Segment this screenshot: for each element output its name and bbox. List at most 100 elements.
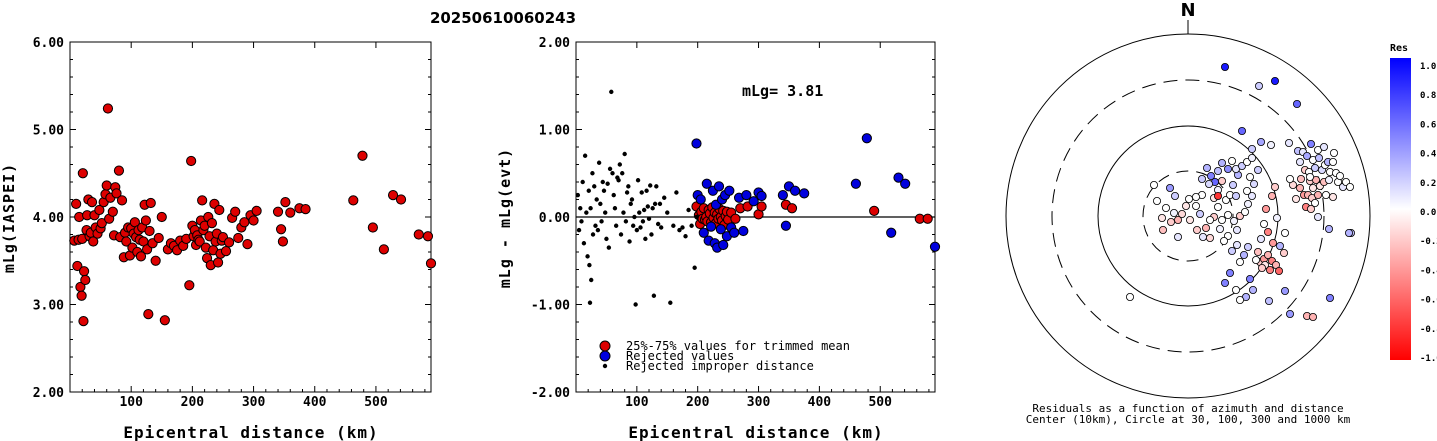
azimuth-point	[1192, 201, 1201, 210]
residual-point-improper	[626, 184, 631, 189]
residual-point-improper	[686, 207, 691, 213]
residual-point-improper	[635, 178, 641, 183]
azimuth-point	[1226, 268, 1235, 277]
azimuth-point	[1325, 175, 1334, 184]
residual-point-improper	[640, 219, 646, 224]
azimuth-point	[1266, 265, 1275, 274]
azimuth-point	[1174, 232, 1183, 241]
magnitude-point	[96, 218, 107, 229]
azimuth-point	[1325, 224, 1334, 233]
residual-point-improper	[694, 214, 699, 220]
residual-point-improper	[643, 236, 648, 242]
azimuth-point	[1336, 171, 1345, 180]
residual-point	[886, 227, 897, 238]
azimuth-point	[1268, 191, 1277, 200]
magnitude-point	[113, 165, 125, 176]
azimuth-point	[1345, 228, 1354, 237]
azimuth-point	[1206, 215, 1215, 224]
azimuth-point	[1264, 227, 1273, 236]
colorbar-tick-label: -1.0	[1420, 354, 1437, 364]
magnitude-point	[194, 236, 205, 247]
residual-legend: 25%-75% values for trimmed mean Rejected…	[599, 339, 850, 373]
azimuth-point	[1271, 77, 1280, 86]
residual-point-improper	[576, 227, 582, 233]
residual-point	[780, 220, 792, 231]
azimuth-point	[1244, 199, 1253, 208]
residual-point-improper	[629, 197, 635, 202]
azimuth-point	[1307, 204, 1316, 213]
residual-point	[929, 241, 941, 252]
azimuth-point	[1252, 255, 1261, 264]
residual-point-improper	[582, 153, 588, 158]
magnitude-point	[242, 239, 253, 250]
residual-point	[729, 227, 740, 238]
residual-point-improper	[692, 265, 697, 270]
residual-point-improper	[598, 201, 603, 207]
azimuth-point	[1178, 209, 1187, 218]
residual-y-tick-label: 0.00	[539, 211, 570, 226]
residual-point-improper	[592, 184, 597, 189]
magnitude-point	[214, 204, 225, 216]
residual-point	[695, 194, 706, 205]
azimuth-point	[1232, 285, 1241, 294]
residual-point	[893, 172, 904, 183]
magnitude-point	[422, 231, 434, 242]
magnitude-point	[72, 260, 83, 272]
azimuth-point	[1320, 142, 1329, 151]
magnitude-panel: 100 200 300 400 500 2.00 3.00 4.00 5.00 6.00 mLg(…	[0, 36, 437, 441]
azimuth-point	[1311, 198, 1320, 207]
residual-point-improper	[624, 190, 630, 195]
colorbar-tick-label: 0.0	[1420, 208, 1436, 218]
residual-point-improper	[657, 201, 663, 207]
magnitude-point	[367, 222, 378, 233]
azimuth-point	[1232, 191, 1241, 200]
azimuth-point	[1303, 151, 1312, 160]
azimuth-point	[1240, 250, 1249, 259]
azimuth-point	[1185, 194, 1194, 203]
azimuth-point	[1293, 100, 1302, 109]
residual-point-improper	[613, 223, 619, 228]
residual-point	[705, 221, 717, 232]
azimuth-point	[1296, 183, 1305, 192]
residual-y-tick-label: 2.00	[539, 36, 570, 51]
magnitude-point	[101, 180, 112, 191]
residual-point-improper	[621, 210, 626, 215]
residual-point	[786, 203, 798, 214]
residual-point	[730, 213, 741, 224]
magnitude-point	[272, 206, 284, 217]
residual-point-improper	[579, 219, 584, 224]
magnitude-point	[121, 236, 132, 247]
colorbar-tick-label: -0.4	[1420, 266, 1437, 276]
azimuth-point	[1286, 309, 1295, 318]
residual-point-improper	[609, 89, 614, 95]
residual-point-improper	[578, 206, 583, 211]
magnitude-point	[197, 195, 208, 206]
azimuth-point	[1249, 285, 1258, 294]
residual-point-improper	[603, 210, 608, 215]
residual-point	[861, 133, 872, 144]
azimuth-point	[1218, 158, 1227, 167]
residual-point-improper	[646, 216, 652, 221]
azimuth-point	[1236, 257, 1245, 266]
azimuth-point	[1258, 263, 1267, 272]
magnitude-x-tick-label: 100	[119, 395, 143, 410]
azimuth-point	[1244, 242, 1253, 251]
azimuth-point	[1174, 215, 1183, 224]
azimuth-point	[1238, 127, 1247, 136]
azimuth-point	[1286, 174, 1295, 183]
residual-point-improper	[632, 214, 637, 220]
residual-point-improper	[651, 293, 657, 298]
magnitude-point	[107, 206, 118, 217]
azimuth-panel: N Residuals as a function of azimuth and…	[1005, 0, 1371, 426]
magnitude-y-tick-label: 3.00	[33, 299, 64, 314]
residual-point-improper	[600, 179, 605, 185]
residual-point-improper	[599, 219, 604, 224]
azimuth-point	[1281, 228, 1290, 237]
residual-y-axis-label: mLg - mLg(evt)	[496, 148, 514, 288]
residual-y-tick-label: -2.00	[531, 386, 570, 401]
residual-point-improper	[617, 162, 623, 167]
residual-x-tick-label: 100	[625, 395, 649, 410]
azimuth-point	[1265, 296, 1274, 305]
colorbar-tick-label: -0.2	[1420, 237, 1437, 247]
residual-point-improper	[680, 225, 685, 230]
